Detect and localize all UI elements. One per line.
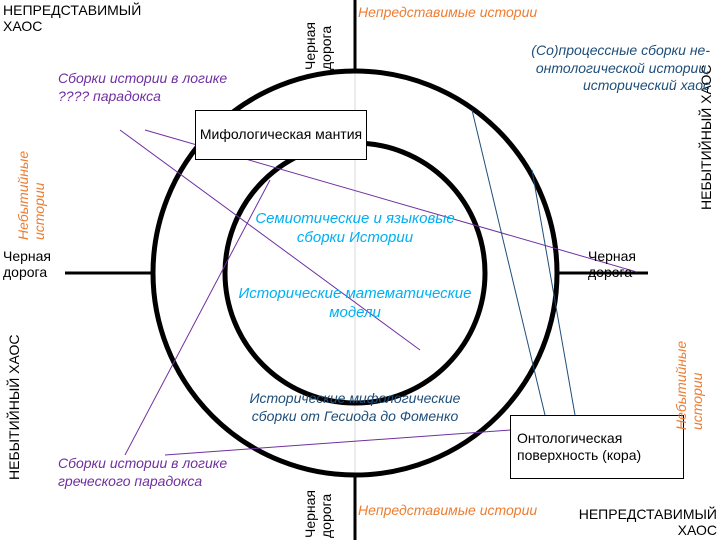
center-text-2: Исторические математические модели <box>235 285 475 323</box>
road-bottom: Черная дорога <box>302 475 334 538</box>
road-left: Черная дорога <box>3 248 73 280</box>
orange-top: Непредставимые истории <box>358 4 538 20</box>
corner-bl: НЕБЫТИЙНЫЙ ХАОС <box>6 330 22 480</box>
road-right: Черная дорога <box>588 248 658 280</box>
orange-right: Небытийные истории <box>673 300 705 430</box>
diagram-stage: Семиотические и языковые сборки Истории … <box>0 0 720 540</box>
purple-bottom: Сборки истории в логике греческого парад… <box>58 455 248 490</box>
ring-text: Исторические мифологические сборки от Ге… <box>235 390 475 425</box>
blue-tr: (Со)процессные сборки не-онтологической … <box>495 42 710 95</box>
mantle-box: Мифологическая мантия <box>195 110 367 160</box>
orange-left: Небытийные истории <box>15 110 47 240</box>
corner-tl: НЕПРЕДСТАВИМЫЙ ХАОС <box>3 2 168 34</box>
purple-top: Сборки истории в логике ???? парадокса <box>58 70 228 105</box>
orange-bottom: Непредставимые истории <box>358 502 538 518</box>
crust-box: Онтологическая поверхность (кора) <box>510 415 684 479</box>
road-top: Черная дорога <box>302 2 334 70</box>
center-text-1: Семиотические и языковые сборки Истории <box>235 210 475 248</box>
corner-br: НЕПРЕДСТАВИМЫЙ ХАОС <box>552 506 717 538</box>
